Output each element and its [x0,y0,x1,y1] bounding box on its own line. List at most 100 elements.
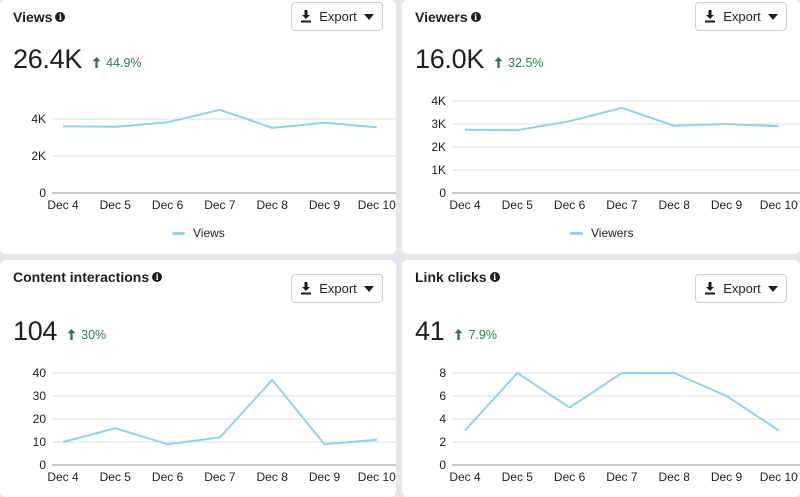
x-tick-label: Dec 9 [711,470,743,484]
info-icon[interactable]: i [55,12,66,22]
y-tick-label: 2 [439,435,446,449]
x-tick-label: Dec 7 [606,470,638,484]
series-line [62,378,377,446]
metric-summary: 26.4K 44.9% [13,44,142,75]
metric-value: 16.0K [415,44,485,74]
download-icon [301,282,312,295]
y-tick-label: 8 [439,366,446,380]
metric-delta: 32.5% [494,55,544,70]
y-tick-label: 6 [439,389,446,403]
x-tick-label: Dec 9 [309,198,341,212]
export-button[interactable]: Export [695,274,787,303]
x-tick-label: Dec 8 [659,198,691,212]
legend-swatch [172,231,185,235]
legend: Views [172,226,225,240]
y-tick-label: 30 [33,389,47,403]
card-title-text: Viewers [415,9,468,25]
metric-delta-text: 44.9% [106,55,142,70]
series-line [464,372,780,432]
line-chart: 0 2K 4K Dec 4 Dec 5 Dec 6 Dec 7 Dec 8 Dec 9 Dec 1… [31,108,396,212]
x-tick-label: Dec 10 [358,470,396,484]
x-tick-label: Dec 5 [100,198,132,212]
info-icon[interactable]: i [152,272,163,282]
x-tick-label: Dec 6 [554,198,586,212]
metric-delta-text: 30% [81,327,107,342]
viewers-card: Viewers i Export 16.0K 32.5% 0 1K 2K 3K 4K De… [402,0,800,254]
export-button[interactable]: Export [695,2,787,31]
export-label: Export [723,281,761,296]
x-tick-label: Dec 6 [152,198,184,212]
export-label: Export [723,9,761,24]
export-label: Export [319,281,357,296]
x-tick-label: Dec 6 [152,470,184,484]
caret-down-icon [363,285,374,292]
arrow-up-icon [92,57,101,68]
legend: Viewers [570,226,633,240]
x-tick-label: Dec 4 [449,470,481,484]
y-tick-label: 0 [439,458,446,472]
y-tick-label: 0 [39,186,46,200]
arrow-up-icon [454,329,463,340]
x-tick-label: Dec 5 [100,470,132,484]
caret-down-icon [363,13,374,20]
export-button[interactable]: Export [291,274,383,303]
y-tick-label: 10 [33,435,47,449]
x-tick-label: Dec 9 [309,470,341,484]
x-tick-label: Dec 10 [760,198,798,212]
metric-summary: 16.0K 32.5% [415,44,544,75]
export-button[interactable]: Export [291,2,383,31]
x-tick-label: Dec 7 [204,198,236,212]
download-icon [301,10,312,23]
y-tick-label: 4 [439,412,446,426]
info-icon[interactable]: i [470,12,481,22]
y-tick-label: 0 [39,458,46,472]
legend-label: Views [193,226,225,240]
x-tick-label: Dec 4 [47,470,79,484]
y-tick-label: 3K [431,117,446,131]
x-tick-label: Dec 4 [47,198,79,212]
card-title: Link clicks i [415,269,500,285]
x-tick-label: Dec 6 [554,470,586,484]
y-tick-label: 4K [31,112,46,126]
metric-value: 26.4K [13,44,83,74]
metric-delta-text: 7.9% [468,327,497,342]
views-card: Views i Export 26.4K 44.9% 0 2K 4K Dec 4 Dec… [0,0,396,254]
card-title: Viewers i [415,9,481,25]
y-tick-label: 40 [33,366,47,380]
content-interactions-card: Content interactions i Export 104 30% 0 1… [0,260,396,497]
card-title: Views i [13,9,66,25]
arrow-up-icon [494,57,503,68]
card-title-text: Views [13,9,53,25]
x-tick-label: Dec 10 [760,470,798,484]
series-line [464,106,779,132]
metric-delta-text: 32.5% [508,55,544,70]
card-title-text: Content interactions [13,269,150,285]
x-tick-label: Dec 7 [204,470,236,484]
y-tick-label: 2K [431,140,446,154]
metric-summary: 104 30% [13,316,106,347]
caret-down-icon [767,13,778,20]
x-tick-label: Dec 9 [711,198,743,212]
y-tick-label: 20 [33,412,47,426]
x-tick-label: Dec 7 [606,198,638,212]
card-title-text: Link clicks [415,269,487,285]
legend-label: Viewers [591,226,634,240]
metric-summary: 41 7.9% [415,316,497,347]
metric-delta: 44.9% [92,55,142,70]
y-tick-label: 4K [431,94,446,108]
x-tick-label: Dec 4 [449,198,481,212]
caret-down-icon [767,285,778,292]
y-tick-label: 0 [439,186,446,200]
x-tick-label: Dec 8 [257,470,289,484]
info-icon[interactable]: i [489,272,500,282]
metric-delta: 30% [67,328,106,342]
metric-value: 104 [13,316,58,346]
x-tick-label: Dec 5 [502,470,534,484]
legend-swatch [570,231,583,235]
x-tick-label: Dec 10 [358,198,396,212]
download-icon [705,10,716,23]
y-tick-label: 2K [31,149,46,163]
metric-value: 41 [415,316,445,346]
x-tick-label: Dec 5 [502,198,534,212]
export-label: Export [319,9,357,24]
